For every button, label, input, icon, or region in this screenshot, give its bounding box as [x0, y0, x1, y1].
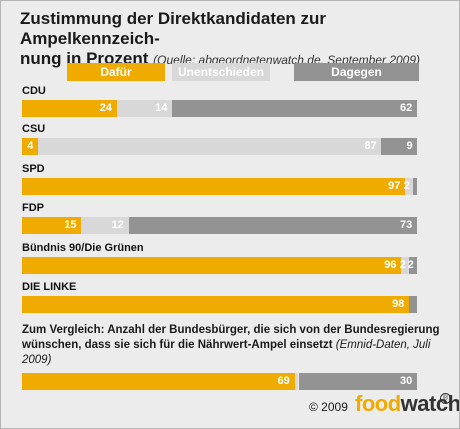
title-line-1: Zustimmung der Direktkandidaten zur Ampe… — [20, 9, 327, 48]
value-label-gruene-dagegen: 2 — [407, 259, 414, 271]
bar-bundesbuerger-unentschieden — [294, 373, 299, 390]
value-label-cdu-dagegen: 62 — [400, 102, 413, 114]
row-label-gruene: Bündnis 90/Die Grünen — [22, 242, 144, 254]
comparison-note: Zum Vergleich: Anzahl der Bundesbürger, … — [22, 323, 442, 368]
row-label-fdp: FDP — [22, 202, 44, 214]
row-label-spd: SPD — [22, 163, 45, 175]
legend-dafuer: Dafür — [67, 63, 165, 81]
bar-csu-dagegen — [381, 138, 417, 155]
copyright: © 2009 — [309, 400, 348, 414]
value-label-csu-dafuer: 4 — [27, 140, 34, 152]
bar-linke-dagegen — [409, 296, 417, 313]
value-label-gruene-dafuer: 96 — [384, 259, 397, 271]
value-label-cdu-unentschieden: 14 — [155, 102, 168, 114]
value-label-csu-unentschieden: 87 — [364, 140, 377, 152]
row-label-cdu: CDU — [22, 85, 46, 97]
logo-food: food — [355, 391, 401, 416]
value-label-fdp-unentschieden: 12 — [111, 219, 124, 231]
bar-spd-unentschieden — [405, 178, 414, 195]
bar-fdp-unentschieden — [81, 217, 129, 234]
legend-dagegen: Dagegen — [294, 63, 419, 81]
value-label-spd-unentschieden: 2 — [403, 180, 410, 192]
chart-title: Zustimmung der Direktkandidaten zur Ampe… — [20, 9, 450, 70]
value-label-bundesbuerger-dafuer: 69 — [277, 375, 290, 387]
row-label-linke: DIE LINKE — [22, 281, 77, 293]
value-label-spd-dafuer: 97 — [388, 180, 401, 192]
bar-spd-dafuer — [22, 178, 406, 195]
bar-bundesbuerger-dagegen — [298, 373, 417, 390]
bar-bundesbuerger-dafuer — [22, 373, 295, 390]
value-label-bundesbuerger-dagegen: 30 — [400, 375, 413, 387]
bar-linke-dafuer — [22, 296, 410, 313]
value-label-linke-dafuer: 98 — [392, 298, 405, 310]
row-label-csu: CSU — [22, 123, 46, 135]
value-label-cdu-dafuer: 24 — [99, 102, 113, 114]
value-label-fdp-dagegen: 73 — [400, 219, 413, 231]
bar-fdp-dagegen — [128, 217, 417, 234]
bar-spd-dagegen — [413, 178, 417, 195]
logo-watch: watch — [400, 391, 460, 416]
bar-csu-unentschieden — [37, 138, 382, 155]
value-label-fdp-dafuer: 15 — [64, 219, 77, 231]
bar-cdu-dagegen — [172, 100, 417, 117]
bar-gruene-unentschieden — [401, 257, 410, 274]
bar-cdu-dafuer — [22, 100, 117, 117]
value-label-gruene-unentschieden: 2 — [399, 259, 406, 271]
bar-gruene-dafuer — [22, 257, 402, 274]
bar-fdp-dafuer — [22, 217, 82, 234]
legend-unentschieden: Unentschieden — [172, 63, 270, 81]
bar-cdu-unentschieden — [116, 100, 173, 117]
bar-csu-dafuer — [22, 138, 38, 155]
comparison-source: (Emnid-Daten, Juli 2009) — [22, 339, 431, 366]
value-label-csu-dagegen: 9 — [406, 140, 413, 152]
comparison-text: Zum Vergleich: Anzahl der Bundesbürger, … — [22, 324, 440, 351]
registered-mark: ® — [440, 393, 451, 404]
bar-gruene-dagegen — [409, 257, 417, 274]
